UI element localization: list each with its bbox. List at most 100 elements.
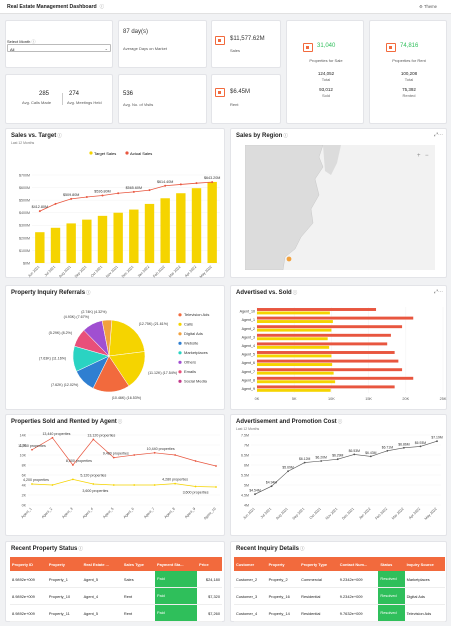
info-icon[interactable]: ⓘ — [99, 4, 105, 9]
svt-actual-point[interactable] — [195, 182, 198, 185]
hbar-sold-bar[interactable] — [257, 371, 334, 375]
hbar-sold-bar[interactable] — [257, 363, 333, 366]
svt-actual-point[interactable] — [70, 197, 73, 200]
slr-point[interactable] — [31, 448, 33, 451]
table-column-header[interactable]: Customer — [234, 557, 267, 571]
svt-target-bar[interactable] — [113, 212, 123, 263]
slr-point[interactable] — [133, 484, 136, 486]
slr-point[interactable] — [51, 484, 54, 486]
svt-target-bar[interactable] — [66, 223, 76, 263]
apc-point[interactable] — [386, 449, 389, 452]
apc-point[interactable] — [320, 460, 323, 462]
hbar-sold-bar[interactable] — [257, 311, 330, 315]
hbar-advertised-bar[interactable] — [257, 342, 388, 346]
table-row[interactable]: Customer_3 Property_16 Residential 9.2342e+… — [234, 587, 445, 605]
apc-point[interactable] — [336, 458, 339, 461]
hbar-sold-bar[interactable] — [257, 320, 333, 323]
hbar-advertised-bar[interactable] — [257, 359, 399, 363]
apc-point[interactable] — [419, 445, 422, 448]
table-column-header[interactable]: Contact Num... — [337, 557, 379, 571]
slr-point[interactable] — [153, 484, 156, 486]
apc-point[interactable] — [403, 446, 405, 449]
table-column-header[interactable]: Status — [378, 557, 405, 571]
slr-point[interactable] — [194, 460, 197, 462]
table-column-header[interactable]: Property — [46, 557, 82, 571]
hbar-sold-bar[interactable] — [257, 328, 332, 332]
adv-sold-expand-icon[interactable]: ⤢ — [433, 289, 438, 295]
slr-point[interactable] — [174, 454, 177, 456]
zoom-in-icon[interactable]: + — [417, 153, 421, 159]
pie-legend-label[interactable]: Calls — [184, 322, 193, 327]
map-marker[interactable] — [286, 256, 292, 262]
slr-point[interactable] — [133, 454, 136, 456]
svt-target-bar[interactable] — [97, 215, 108, 263]
pie-slice[interactable] — [101, 319, 113, 357]
apc-point[interactable] — [303, 461, 306, 464]
hbar-sold-bar[interactable] — [257, 337, 328, 341]
pie-legend-label[interactable]: Marketplaces — [184, 350, 208, 355]
table-row[interactable]: Customer_4 Property_14 Residential 9.7632e+… — [234, 604, 445, 622]
svt-actual-point[interactable] — [164, 184, 167, 187]
pie-legend-label[interactable]: Website — [184, 341, 199, 346]
svt-target-bar[interactable] — [35, 232, 45, 263]
table-column-header[interactable]: Payment Sta... — [154, 557, 198, 571]
slr-point[interactable] — [92, 483, 95, 485]
hbar-advertised-bar[interactable] — [257, 368, 403, 372]
svt-actual-point[interactable] — [148, 189, 151, 192]
svt-actual-point[interactable] — [54, 202, 57, 205]
svt-target-bar[interactable] — [50, 227, 61, 263]
pie-slice[interactable] — [108, 319, 146, 357]
table-column-header[interactable]: Property ID — [10, 557, 47, 571]
table-row[interactable]: 8.9892e+009 Property_10 Agent_4 Rent Paid $7,… — [10, 587, 222, 605]
apc-point[interactable] — [270, 485, 273, 488]
svt-target-bar[interactable] — [129, 209, 139, 263]
hbar-sold-bar[interactable] — [257, 388, 331, 392]
hbar-sold-bar[interactable] — [257, 345, 330, 349]
pie-legend-label[interactable]: Digital Ads — [184, 331, 203, 336]
hbar-advertised-bar[interactable] — [257, 308, 377, 311]
svt-actual-point[interactable] — [85, 196, 88, 198]
apc-point[interactable] — [353, 453, 356, 456]
slr-point[interactable] — [194, 485, 197, 488]
table-column-header[interactable]: Inquiry Source — [404, 557, 445, 571]
table-row[interactable]: 8.9892e+009 Property_1 Agent_5 Sales Paid $24… — [10, 571, 222, 588]
pie-legend-label[interactable]: Others — [184, 360, 196, 365]
table-column-header[interactable]: Price — [197, 557, 222, 571]
more-icon[interactable]: ⋯ — [438, 132, 443, 138]
svt-target-bar[interactable] — [176, 193, 186, 263]
table-column-header[interactable]: Property — [266, 557, 300, 571]
table-row[interactable]: Customer_2 Property_2 Commercial 9.2342e+00… — [234, 571, 445, 588]
slr-point[interactable] — [31, 483, 33, 485]
svt-actual-point[interactable] — [117, 192, 120, 195]
slr-point[interactable] — [71, 464, 74, 466]
slr-point[interactable] — [92, 438, 95, 441]
svt-target-bar[interactable] — [144, 203, 155, 263]
hbar-advertised-bar[interactable] — [257, 333, 391, 337]
svt-actual-point[interactable] — [211, 181, 214, 184]
slr-point[interactable] — [215, 465, 217, 467]
hbar-advertised-bar[interactable] — [257, 376, 414, 380]
theme-button[interactable]: ⚙ Theme — [419, 4, 437, 9]
slr-point[interactable] — [174, 482, 177, 485]
apc-point[interactable] — [287, 470, 289, 473]
svt-actual-point[interactable] — [101, 194, 104, 197]
apc-point[interactable] — [369, 455, 372, 458]
table-row[interactable]: 8.9892e+009 Property_11 Agent_5 Rent Paid $7,… — [10, 604, 222, 622]
adv-sold-more-icon[interactable]: ⋯ — [438, 289, 443, 295]
table-column-header[interactable]: Sales Type — [121, 557, 155, 571]
hbar-advertised-bar[interactable] — [257, 325, 403, 329]
slr-point[interactable] — [71, 478, 74, 481]
expand-icon[interactable]: ⤢ — [433, 132, 438, 138]
hbar-sold-bar[interactable] — [257, 380, 336, 384]
svt-actual-point[interactable] — [38, 210, 41, 213]
hbar-advertised-bar[interactable] — [257, 385, 395, 389]
apc-point[interactable] — [436, 440, 438, 443]
hbar-advertised-bar[interactable] — [257, 351, 395, 354]
month-select[interactable]: All ⌄ — [7, 44, 111, 52]
table-column-header[interactable]: Property Type — [299, 557, 338, 571]
svt-target-bar[interactable] — [207, 181, 217, 263]
svt-target-bar[interactable] — [82, 219, 92, 263]
svt-actual-point[interactable] — [179, 183, 182, 186]
slr-point[interactable] — [51, 436, 54, 439]
slr-point[interactable] — [153, 451, 156, 454]
